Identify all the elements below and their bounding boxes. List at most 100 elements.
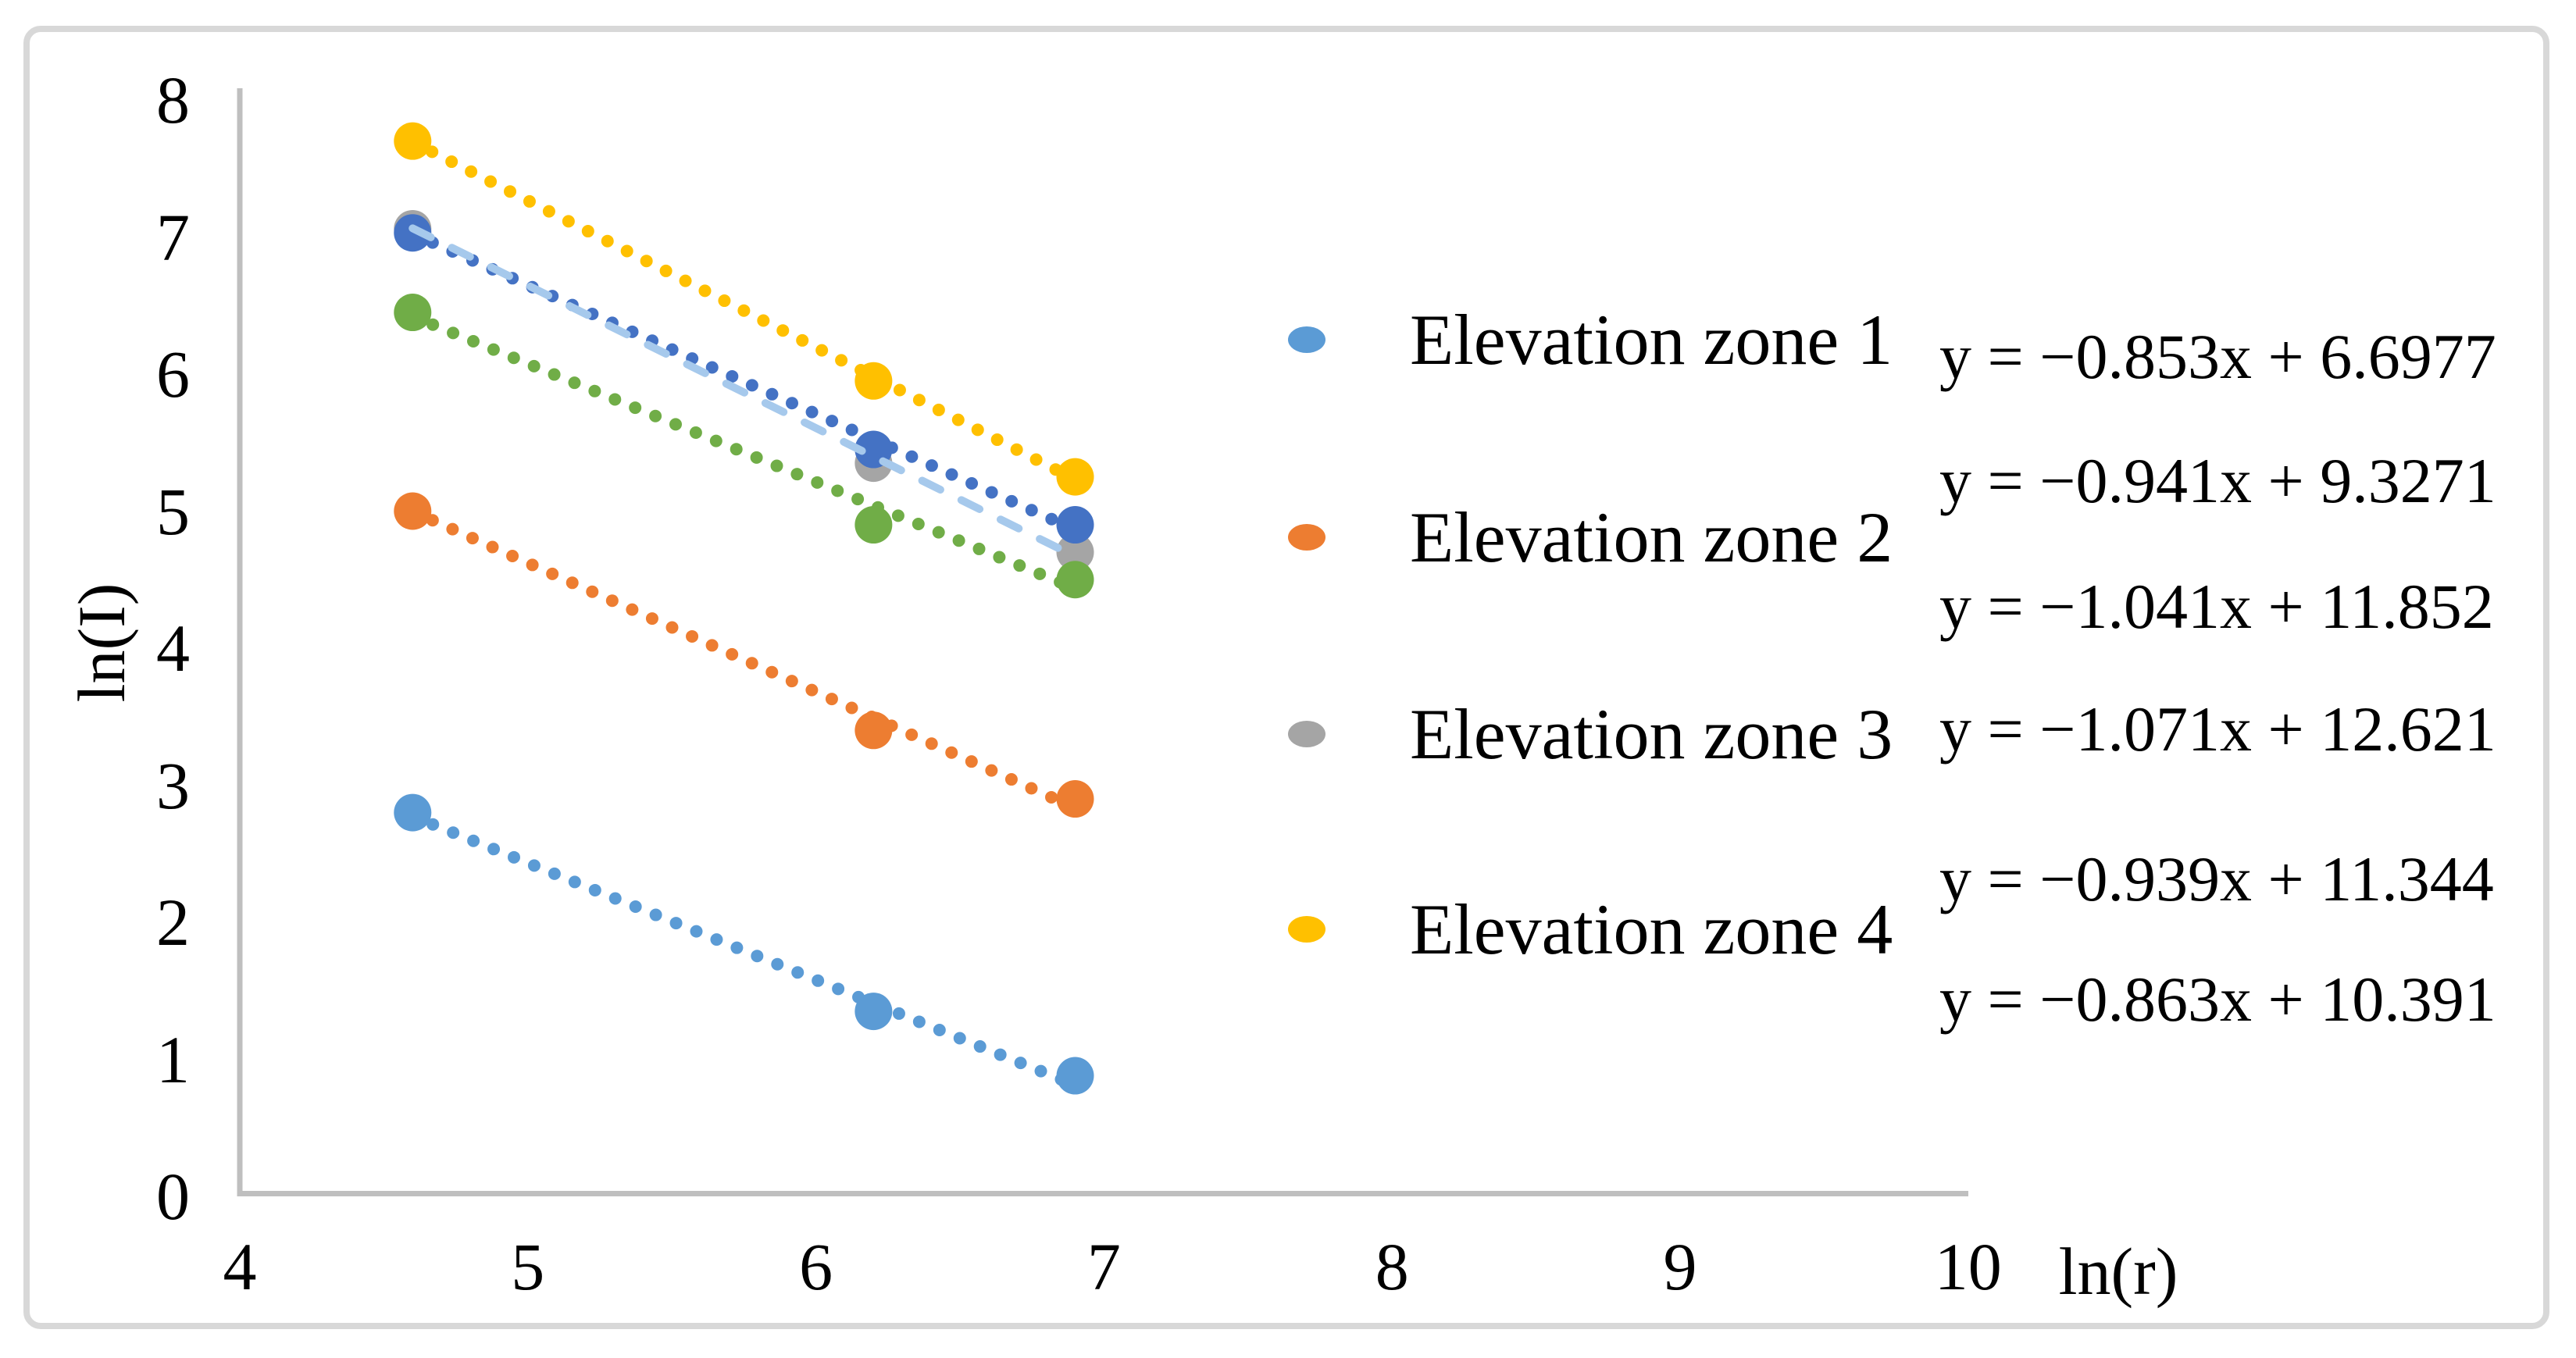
data-point-marker <box>1056 533 1094 572</box>
trendline-dot <box>568 376 581 390</box>
trendline-dot <box>1005 494 1019 508</box>
trendline-dot <box>508 850 521 864</box>
trendline-dot <box>835 354 848 367</box>
trendline-dot <box>645 612 658 626</box>
trendline-dot <box>945 468 958 481</box>
legend-marker-icon <box>1288 916 1325 943</box>
legend-item: Elevation zone 4 <box>1288 893 1893 965</box>
trendline-dot <box>1033 567 1047 580</box>
legend-item: Elevation zone 3 <box>1288 698 1893 770</box>
legend-item-label: Elevation zone 3 <box>1410 694 1893 774</box>
trendline-dot <box>665 621 679 634</box>
x-axis-title: ln(r) <box>2058 1234 2178 1309</box>
x-tick-label: 4 <box>223 1229 257 1304</box>
trendline-dot <box>973 1040 987 1053</box>
data-point-marker <box>1056 506 1094 544</box>
trendline-dot <box>765 387 779 401</box>
x-tick-label: 5 <box>511 1229 545 1304</box>
x-tick-label: 8 <box>1375 1229 1409 1304</box>
trendline-dot <box>993 551 1006 564</box>
trendline-dot <box>985 486 998 499</box>
x-tick-label: 6 <box>799 1229 833 1304</box>
trendline-dot <box>447 826 460 839</box>
y-tick-label: 4 <box>156 611 190 686</box>
trendline-dot <box>601 234 614 248</box>
trendline-dot <box>542 205 555 218</box>
trendline-dot <box>1013 559 1026 572</box>
y-tick-label: 6 <box>156 337 190 412</box>
trendline-dot <box>629 900 642 914</box>
trendline-dot <box>925 737 938 750</box>
trendline-dot <box>805 405 819 419</box>
trendline-dot <box>765 665 779 679</box>
trendline-dot <box>845 423 858 437</box>
trendline-dot <box>757 314 770 327</box>
trendline-dot <box>726 647 739 661</box>
trendline-dot <box>952 534 965 547</box>
trendline-dot <box>812 974 825 987</box>
trendline-dot <box>750 451 763 464</box>
trendline-dot <box>586 585 599 598</box>
trendline-dot <box>605 594 619 608</box>
legend-item-label: Elevation zone 1 <box>1410 300 1893 380</box>
y-tick-label: 5 <box>156 473 190 549</box>
y-tick-label: 0 <box>156 1159 190 1234</box>
trendline-dot <box>504 185 517 198</box>
trendline-dot <box>566 576 579 590</box>
data-point-marker <box>1056 458 1094 496</box>
trendline-dot <box>669 418 682 431</box>
data-point-marker <box>394 122 432 160</box>
trendline-dashed <box>409 224 1079 561</box>
trendline-dot <box>486 540 499 554</box>
trendline-dot <box>905 728 919 741</box>
trendline-dot <box>932 403 945 416</box>
trendline-dot <box>588 883 601 896</box>
y-tick-label: 8 <box>156 62 190 137</box>
trendline-dot <box>445 155 458 169</box>
trendline-dot <box>912 518 925 531</box>
trendline-dot <box>1025 504 1038 517</box>
trendline-dot <box>426 818 440 831</box>
trendline-dot <box>776 324 790 337</box>
trendline-dot <box>990 433 1004 447</box>
trendline-dot <box>705 361 719 374</box>
trendline-dot <box>790 468 804 481</box>
trendline-dot <box>679 274 692 287</box>
trendline-dot <box>811 476 824 489</box>
trendline-dot <box>932 526 945 539</box>
trendline-dot <box>730 941 744 954</box>
y-axis-title: ln(I) <box>64 583 139 703</box>
trendline-dot <box>689 426 702 439</box>
trendline-dot <box>737 304 751 317</box>
trendline-dot <box>971 423 984 437</box>
y-tick-label: 7 <box>156 199 190 275</box>
trendline-dot <box>1004 773 1018 786</box>
trendline-dot <box>726 369 739 383</box>
equation-label: y = −0.863x + 10.391 <box>1939 964 2496 1035</box>
data-point-marker <box>855 993 893 1031</box>
data-point-marker <box>394 294 432 332</box>
trendline-dot <box>845 701 858 715</box>
y-tick-label: 1 <box>156 1021 190 1097</box>
trendline-dot <box>1029 453 1043 466</box>
trendline-dot <box>626 603 639 616</box>
trendline-dot <box>588 384 601 397</box>
trendline-dot <box>796 333 809 347</box>
data-point-marker <box>1056 780 1094 818</box>
legend-marker-icon <box>1288 721 1325 747</box>
trendline-dot <box>785 397 798 410</box>
trendline-dot <box>965 755 978 768</box>
trendline-dot <box>1034 1064 1047 1078</box>
trendline-dot <box>905 450 919 463</box>
trendline-dot <box>912 1015 926 1028</box>
trendline-dot <box>686 629 699 643</box>
data-point-marker <box>1056 1057 1094 1095</box>
trendline-dot <box>548 368 561 381</box>
equation-label: y = −1.071x + 12.621 <box>1939 693 2496 765</box>
trendline-dot <box>826 415 839 428</box>
trendline-dot <box>548 867 561 880</box>
trendline-dot <box>466 334 480 348</box>
trendline-dot <box>1045 790 1058 804</box>
trendline-dot <box>770 459 783 472</box>
